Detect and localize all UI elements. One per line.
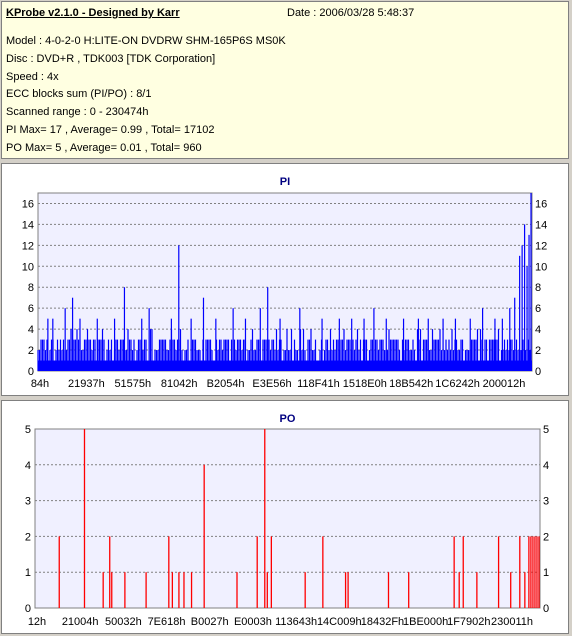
po-x-tick-label: E0003h xyxy=(234,616,272,628)
po-y-tick-left: 3 xyxy=(25,496,31,508)
po-chart: PO 0 0 1 1 2 2 3 3 4 4 5 5 12h 21004h 50032h 7E618h B0027… xyxy=(25,413,549,628)
info-panel: KProbe v2.1.0 - Designed by Karr Date : … xyxy=(1,1,569,159)
po-y-tick-right: 3 xyxy=(543,496,549,508)
pi-y-tick-right: 10 xyxy=(535,261,547,273)
pi-y-tick-left: 14 xyxy=(22,219,34,231)
pi-x-tick-label: 118F41h xyxy=(297,378,340,390)
pi-x-tick-label: 1C6242h xyxy=(435,378,480,390)
po-x-tick-label: 12h xyxy=(28,616,46,628)
pi-y-tick-left: 4 xyxy=(28,324,34,336)
po-x-tick-label: 1BE000h xyxy=(403,616,448,628)
po-y-tick-left: 4 xyxy=(25,460,31,472)
po-y-tick-left: 1 xyxy=(25,567,31,579)
pi-y-tick-right: 6 xyxy=(535,303,541,315)
po-x-tick-label: 230011h xyxy=(491,616,533,628)
po-y-tick-right: 4 xyxy=(543,460,549,472)
disc-line: Disc : DVD+R , TDK003 [TDK Corporation] xyxy=(6,53,216,65)
pi-y-tick-left: 16 xyxy=(22,198,34,210)
po-y-tick-right: 0 xyxy=(543,603,549,615)
pi-y-tick-right: 2 xyxy=(535,345,541,357)
pi-summary-line: PI Max= 17 , Average= 0.99 , Total= 1710… xyxy=(6,124,215,136)
range-line: Scanned range : 0 - 230474h xyxy=(6,106,149,118)
pi-x-tick-label: 84h xyxy=(31,378,49,390)
pi-x-tick-label: 200012h xyxy=(483,378,526,390)
po-chart-title: PO xyxy=(280,413,296,425)
model-line: Model : 4-0-2-0 H:LITE-ON DVDRW SHM-165P… xyxy=(6,35,286,47)
app-title: KProbe v2.1.0 - Designed by Karr xyxy=(6,7,180,19)
po-x-tick-label: 113643h xyxy=(275,616,317,628)
po-chart-panel: PO 0 0 1 1 2 2 3 3 4 4 5 5 12h 21004h 50032h 7E618h B0027… xyxy=(1,400,569,634)
po-y-tick-right: 2 xyxy=(543,531,549,543)
po-x-tick-label: 7E618h xyxy=(148,616,186,628)
pi-y-tick-right: 0 xyxy=(535,366,541,378)
pi-y-tick-right: 14 xyxy=(535,219,547,231)
po-x-tick-label: B0027h xyxy=(191,616,229,628)
po-y-tick-left: 2 xyxy=(25,531,31,543)
pi-y-tick-left: 2 xyxy=(28,345,34,357)
po-y-tick-right: 1 xyxy=(543,567,549,579)
pi-x-tick-label: 81042h xyxy=(161,378,198,390)
pi-y-tick-left: 0 xyxy=(28,366,34,378)
po-x-tick-label: 21004h xyxy=(62,616,99,628)
pi-y-tick-right: 12 xyxy=(535,240,547,252)
pi-y-tick-left: 12 xyxy=(22,240,34,252)
pi-chart-panel: PI 0 0 2 2 4 4 6 6 8 8 10 10 12 12 14 14 16 16 84h 21937h 515… xyxy=(1,163,569,396)
pi-y-tick-right: 8 xyxy=(535,282,541,294)
pi-x-tick-label: 18B542h xyxy=(389,378,433,390)
po-x-tick-label: 14C009h xyxy=(317,616,362,628)
po-bars xyxy=(58,429,540,608)
pi-bars xyxy=(37,193,532,371)
pi-chart-title: PI xyxy=(280,176,290,188)
pi-x-tick-label: 21937h xyxy=(68,378,105,390)
speed-line: Speed : 4x xyxy=(6,71,59,83)
po-x-tick-label: 1F7902h xyxy=(447,616,490,628)
pi-y-tick-left: 6 xyxy=(28,303,34,315)
pi-x-tick-label: B2054h xyxy=(207,378,245,390)
po-y-tick-right: 5 xyxy=(543,424,549,436)
po-x-tick-label: 18432Fh xyxy=(361,616,404,628)
scan-date: Date : 2006/03/28 5:48:37 xyxy=(287,7,415,19)
pi-chart: PI 0 0 2 2 4 4 6 6 8 8 10 10 12 12 14 14 16 16 84h 21937h 515… xyxy=(22,176,548,390)
pi-y-tick-left: 10 xyxy=(22,261,34,273)
pi-y-tick-right: 16 xyxy=(535,198,547,210)
po-y-tick-left: 5 xyxy=(25,424,31,436)
po-x-tick-label: 50032h xyxy=(105,616,142,628)
po-y-tick-left: 0 xyxy=(25,603,31,615)
ecc-line: ECC blocks sum (PI/PO) : 8/1 xyxy=(6,88,152,100)
pi-x-tick-label: 1518E0h xyxy=(343,378,387,390)
po-summary-line: PO Max= 5 , Average= 0.01 , Total= 960 xyxy=(6,142,202,154)
pi-y-tick-right: 4 xyxy=(535,324,541,336)
pi-x-tick-label: 51575h xyxy=(114,378,151,390)
pi-x-tick-label: E3E56h xyxy=(252,378,291,390)
pi-y-tick-left: 8 xyxy=(28,282,34,294)
pi-bar-band xyxy=(38,360,532,371)
po-plot-area xyxy=(34,428,541,609)
